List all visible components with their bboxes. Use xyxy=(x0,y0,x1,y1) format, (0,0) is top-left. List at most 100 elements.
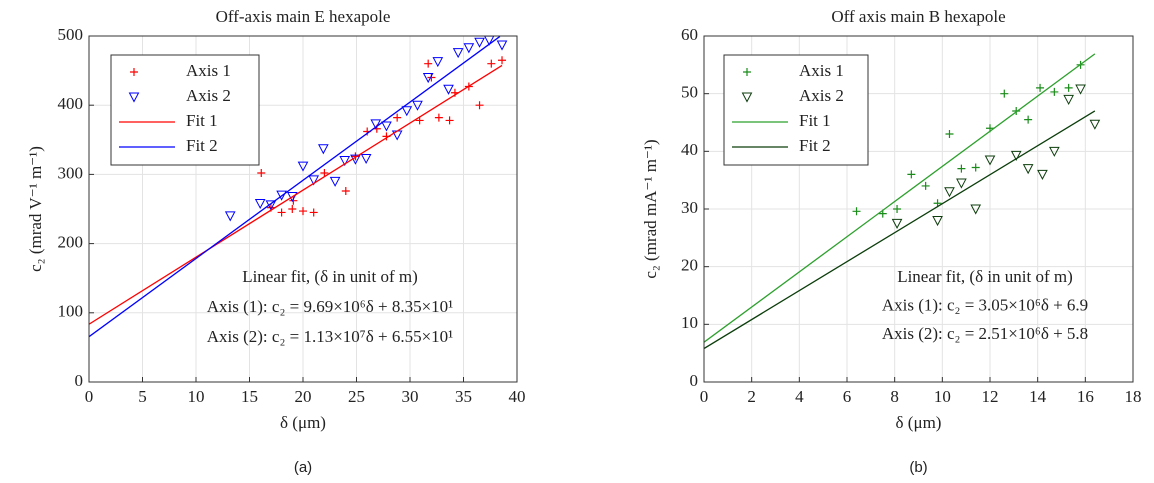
x-tick-label: 8 xyxy=(890,387,899,406)
marker-triangle xyxy=(401,106,413,117)
legend-label: Fit 2 xyxy=(799,136,831,155)
marker-triangle xyxy=(128,92,140,103)
marker-triangle xyxy=(474,37,485,48)
marker-plus xyxy=(320,169,329,178)
plot: 0 2 4 6 8 10 12 14 16 18 0 10 20 30 40 50 60 Off axis mai… xyxy=(641,7,1142,476)
marker-triangle xyxy=(370,119,382,130)
marker-triangle xyxy=(308,175,320,186)
marker-plus xyxy=(971,163,980,172)
fit-line xyxy=(89,36,501,338)
marker-plus xyxy=(434,113,443,122)
marker-triangle xyxy=(422,73,434,84)
x-tick-label: 6 xyxy=(843,387,852,406)
legend-label: Fit 1 xyxy=(799,111,831,130)
marker-plus xyxy=(852,207,861,216)
marker-triangle xyxy=(970,204,982,215)
x-tick-label: 20 xyxy=(295,387,312,406)
fit-line xyxy=(704,110,1096,350)
y-tick-label: 300 xyxy=(58,163,84,182)
marker-plus xyxy=(309,208,318,217)
annotation: Axis (1): c₂ = 3.05×10⁶δ + 6.9 xyxy=(882,295,1088,314)
y-tick-label: 400 xyxy=(58,94,84,113)
marker-plus xyxy=(921,181,930,190)
marker-triangle xyxy=(254,198,266,210)
marker-plus xyxy=(1050,87,1059,96)
marker-plus xyxy=(445,116,454,125)
data-layer xyxy=(89,36,508,338)
annotation: Axis (2): c₂ = 1.13×10⁷δ + 6.55×10¹ xyxy=(207,327,454,346)
marker-plus xyxy=(351,152,360,161)
y-tick-label: 10 xyxy=(681,313,698,332)
marker-plus xyxy=(288,205,297,213)
marker-plus xyxy=(1012,106,1021,115)
marker-triangle xyxy=(1063,94,1074,106)
marker-plus xyxy=(1024,115,1033,124)
marker-plus xyxy=(475,101,484,110)
marker-plus xyxy=(957,164,966,173)
x-tick-label: 10 xyxy=(934,387,951,406)
marker-plus xyxy=(341,187,350,196)
marker-plus xyxy=(1064,83,1073,92)
marker-triangle xyxy=(944,187,955,198)
legend-label: Fit 1 xyxy=(186,111,218,130)
marker-plus xyxy=(487,59,496,68)
marker-plus xyxy=(907,170,916,179)
marker-triangle xyxy=(956,178,967,189)
marker-plus xyxy=(945,130,954,139)
marker-triangle xyxy=(1049,146,1060,157)
legend-label: Axis 1 xyxy=(799,61,844,80)
x-tick-label: 25 xyxy=(348,387,365,406)
axes-box xyxy=(703,35,1134,383)
y-axis-label: c₂ (mrad mA⁻¹ m⁻¹) xyxy=(641,139,660,278)
marker-plus xyxy=(1000,89,1009,98)
marker-triangle xyxy=(317,144,329,155)
legend-label: Fit 2 xyxy=(186,136,218,155)
marker-plus xyxy=(427,73,436,82)
marker-triangle xyxy=(891,218,903,229)
annotation: Linear fit, (δ in unit of m) xyxy=(897,267,1073,286)
marker-plus xyxy=(424,59,433,68)
x-tick-label: 35 xyxy=(455,387,472,406)
marker-triangle xyxy=(381,121,392,132)
x-tick-label: 12 xyxy=(982,387,999,406)
marker-triangle xyxy=(452,48,464,59)
marker-plus xyxy=(1036,83,1045,92)
marker-plus xyxy=(277,208,286,217)
data-layer xyxy=(704,53,1101,350)
x-tick-label: 15 xyxy=(241,387,258,406)
legend-label: Axis 2 xyxy=(799,86,844,105)
y-tick-label: 0 xyxy=(75,371,84,390)
chart-title: Off-axis main E hexapole xyxy=(216,7,391,26)
marker-triangle xyxy=(1075,84,1086,95)
marker-triangle xyxy=(741,92,753,103)
marker-triangle xyxy=(1037,169,1048,180)
x-tick-label: 30 xyxy=(402,387,419,406)
y-tick-label: 100 xyxy=(58,302,84,321)
y-tick-label: 20 xyxy=(681,256,698,275)
y-tick-label: 0 xyxy=(690,371,699,390)
marker-triangle xyxy=(339,156,351,167)
x-tick-label: 16 xyxy=(1077,387,1094,406)
x-tick-label: 10 xyxy=(188,387,205,406)
x-tick-label: 0 xyxy=(700,387,709,406)
fit-line xyxy=(704,53,1096,343)
marker-triangle xyxy=(276,190,287,201)
annotation: Axis (1): c₂ = 9.69×10⁶δ + 8.35×10¹ xyxy=(207,297,454,316)
axes-box xyxy=(88,35,518,383)
marker-plus xyxy=(498,56,507,65)
marker-plus xyxy=(299,207,307,216)
marker-plus xyxy=(893,205,902,213)
x-axis-label: δ (μm) xyxy=(896,413,942,432)
x-tick-label: 40 xyxy=(509,387,526,406)
x-tick-label: 4 xyxy=(795,387,804,406)
marker-triangle xyxy=(224,211,236,222)
marker-triangle xyxy=(286,192,298,203)
fit-line xyxy=(89,64,503,325)
marker-triangle xyxy=(329,176,341,187)
chart-title: Off axis main B hexapole xyxy=(831,7,1005,26)
x-tick-label: 18 xyxy=(1125,387,1142,406)
marker-triangle xyxy=(360,153,372,165)
caption: (a) xyxy=(294,459,312,476)
annotation: Linear fit, (δ in unit of m) xyxy=(242,267,418,286)
